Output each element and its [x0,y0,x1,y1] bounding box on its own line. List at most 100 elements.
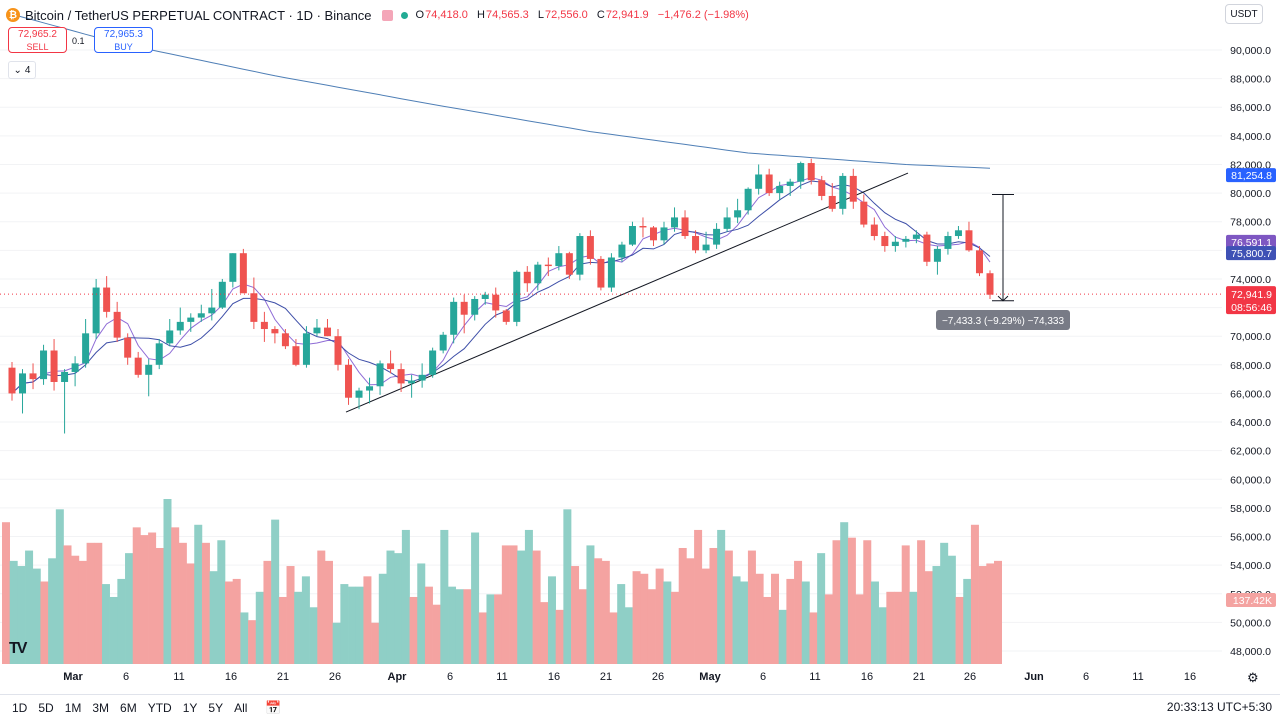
candle-body [408,380,416,384]
volume-bar [655,568,664,664]
candle-body [776,185,784,194]
clock[interactable]: 20:33:13 UTC+5:30 [1166,700,1272,714]
y-tick-label: 58,000.0 [1230,503,1271,515]
volume-bar [555,609,564,664]
candle-body [71,363,79,372]
candle-body [618,244,626,258]
volume-bar [463,589,472,664]
indicators-toggle[interactable]: ⌄ 4 [8,61,36,79]
time-range-3m[interactable]: 3M [92,701,110,715]
volume-bar [378,573,387,664]
time-range-6m[interactable]: 6M [120,701,137,715]
volume-bar [586,545,595,664]
volume-bar [9,560,18,664]
candle-body [481,294,489,299]
y-axis: 48,000.050,000.052,000.054,000.056,000.0… [1230,45,1271,658]
volume-bar [55,509,64,664]
candle-body [513,271,521,322]
time-range-5d[interactable]: 5D [38,701,54,715]
time-range-all[interactable]: All [234,701,248,715]
volume-bar [294,591,303,664]
axis-settings-icon[interactable]: ⚙ [1247,670,1259,685]
volume-bar [201,542,210,664]
volume-bar [286,566,295,664]
volume-bar [148,532,157,664]
volume-bar [870,581,879,664]
sell-button[interactable]: 72,965.2 SELL [8,27,67,53]
volume-bar [440,529,449,664]
volume-bar [786,578,795,664]
volume-bar [578,589,587,664]
candle-body [628,226,636,245]
candle-body [544,264,552,267]
spread-value: 0.1 [72,36,85,46]
countdown-tag: 08:56:46 [1231,302,1272,314]
candle-body [103,287,111,312]
candle-body [891,241,899,247]
time-range-5y[interactable]: 5Y [208,701,224,715]
volume-bar [970,524,979,664]
candle-body [555,253,563,267]
volume-bar [517,550,526,664]
volume-bar [478,612,487,664]
candle-body [208,307,216,314]
candle-body [387,363,395,370]
volume-bar [332,622,341,664]
x-tick-label: 6 [1083,671,1089,683]
x-tick-label: Apr [388,671,408,683]
buy-button[interactable]: 72,965.3 BUY [94,27,153,53]
volume-bar [755,573,764,664]
volume-bar [894,591,903,664]
sell-label: SELL [26,42,49,52]
volume-bar [255,591,264,664]
tradingview-logo-icon[interactable]: TV [9,640,27,657]
chart-header: ₿ Bitcoin / TetherUS PERPETUAL CONTRACT … [6,5,755,25]
currency-selector[interactable]: USDT [1225,4,1263,24]
candle-body [902,238,910,242]
ohlc-open: 74,418.0 [425,9,468,21]
candle-body [197,313,205,318]
volume-bar [48,558,57,664]
candle-body [639,226,647,228]
candle-body [954,230,962,237]
candle-body [492,294,500,311]
candle-body [82,333,90,364]
volume-bar [963,578,972,664]
volume-bar [747,550,756,664]
time-range-1y[interactable]: 1Y [182,701,198,715]
x-tick-label: 11 [1132,671,1143,683]
ma-fast-tag: 76,591.1 [1231,237,1272,249]
volume-bar [78,560,87,664]
candle-body [281,333,289,347]
candle-body [597,258,605,288]
symbol-title[interactable]: Bitcoin / TetherUS PERPETUAL CONTRACT · … [25,7,372,23]
volume-bar [109,596,118,664]
candle-body [19,373,27,394]
candle-body [155,343,163,365]
measure-label-bg [936,310,1070,330]
volume-bar [809,612,818,664]
flag-icon[interactable] [381,9,393,21]
candle-body [713,228,721,245]
time-range-ytd[interactable]: YTD [147,701,172,715]
volume-bar [571,566,580,664]
volume-bar [824,594,833,664]
x-tick-label: 26 [329,671,341,683]
volume-bar [732,576,741,664]
volume-bar [924,571,933,664]
candle-body [429,350,437,375]
volume-bar [678,547,687,664]
y-tick-label: 88,000.0 [1230,74,1271,86]
candle-body [250,293,258,322]
time-range-1d[interactable]: 1D [12,701,28,715]
calendar-icon[interactable]: 📅 [265,700,282,715]
candle-body [345,364,353,398]
time-range-1m[interactable]: 1M [64,701,82,715]
candle-body [439,334,447,351]
buy-label: BUY [114,42,133,52]
candle-body [607,257,615,288]
candle-body [755,174,763,189]
volume-bar [671,591,680,664]
volume-bar [394,553,403,664]
